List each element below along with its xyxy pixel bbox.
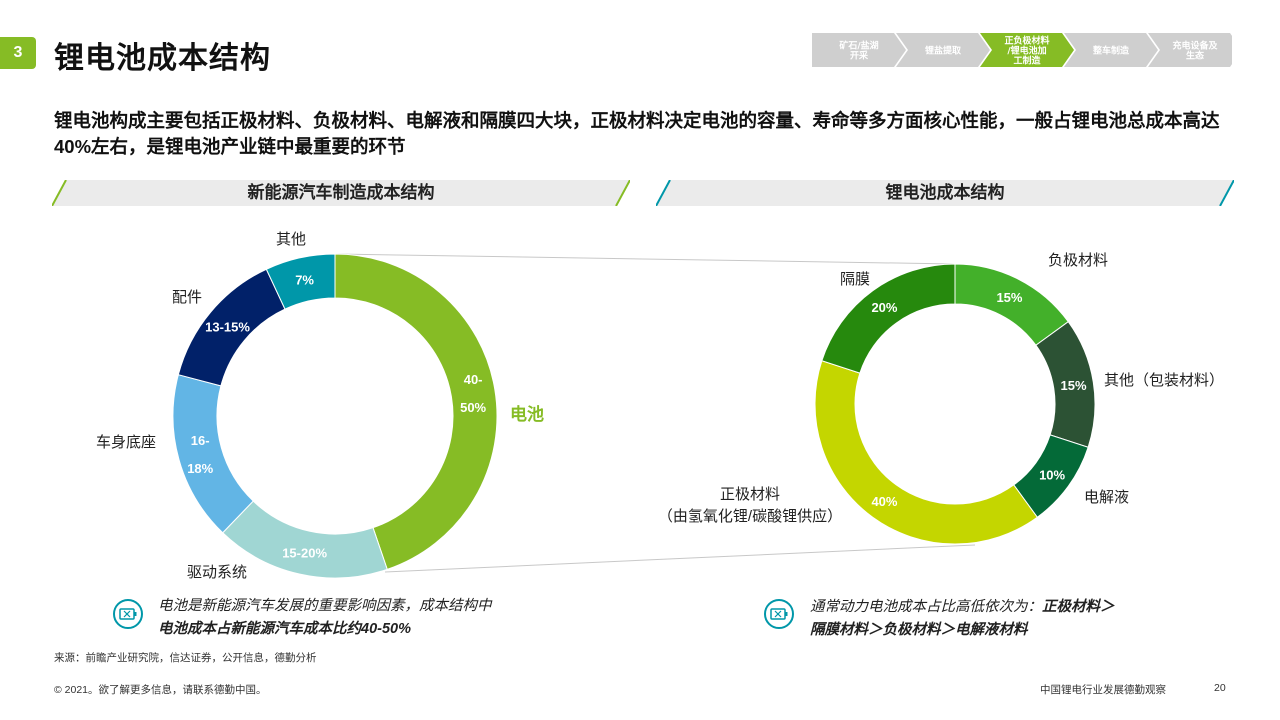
left-note-line1: 电池是新能源汽车发展的重要影响因素，成本结构中 — [158, 598, 492, 614]
slice-value-label: 16- — [191, 433, 210, 448]
step-label: /锂电池加 — [1007, 45, 1046, 57]
banner-shape — [52, 180, 630, 206]
step-label: 锂盐提取 — [925, 45, 962, 57]
battery-cost-donut: 15% 15% 10% 40% 20% — [814, 263, 1096, 545]
donut-slice — [222, 500, 388, 579]
source-note: 来源：前瞻产业研究院，信达证券，公开信息，德勤分析 — [54, 652, 317, 664]
slice-value-label: 50% — [460, 400, 486, 415]
right-note-prefix: 通常动力电池成本占比高低依次为： — [810, 599, 1042, 615]
label-electrolyte: 电解液 — [1084, 489, 1130, 506]
page-title: 锂电池成本结构 — [54, 42, 271, 75]
banner-shape — [656, 180, 1234, 206]
donut-slice — [334, 253, 498, 570]
slice-value-label: 20% — [871, 300, 897, 315]
step-label: 正负极材料 — [1004, 35, 1049, 47]
connector-line-top — [334, 253, 956, 265]
label-other: 其他 — [276, 231, 307, 248]
label-separator: 隔膜 — [840, 271, 871, 288]
left-note-line2: 电池成本占新能源汽车成本比约40-50% — [158, 621, 411, 637]
donut-slice — [821, 263, 956, 374]
slice-value-label: 40- — [464, 372, 483, 387]
right-note: 通常动力电池成本占比高低依次为：正极材料＞ 隔膜材料＞负极材料＞电解液材料 — [810, 596, 1115, 642]
right-chart-banner: 锂电池成本结构 — [656, 180, 1234, 206]
step-label: 生态 — [1186, 50, 1204, 62]
copyright: © 2021。欲了解更多信息，请联系德勤中国。 — [54, 684, 267, 696]
donut-slice — [814, 360, 1038, 545]
slice-value-label: 10% — [1039, 468, 1065, 483]
step-label: 矿石/盐湖 — [839, 40, 878, 52]
left-note: 电池是新能源汽车发展的重要影响因素，成本结构中 电池成本占新能源汽车成本比约40… — [158, 595, 492, 641]
label-anode: 负极材料 — [1048, 252, 1109, 269]
vehicle-cost-donut: 40- 50% 15-20% 16- 18% 13-15% 7% — [172, 253, 498, 579]
step-chevron — [1148, 33, 1242, 67]
left-chart-banner: 新能源汽车制造成本结构 — [52, 180, 630, 206]
footer-report-title: 中国锂电行业发展德勤观察 — [1040, 684, 1166, 696]
page-number: 20 — [1214, 682, 1226, 694]
battery-note-icon — [764, 599, 794, 629]
subtitle: 锂电池构成主要包括正极材料、负极材料、电解液和隔膜四大块，正极材料决定电池的容量… — [54, 110, 1220, 157]
slice-value-label: 13-15% — [205, 319, 250, 334]
right-chart-title: 锂电池成本结构 — [885, 183, 1005, 202]
value-chain-steps: 矿石/盐湖 开采 锂盐提取 正负极材料/锂电池加 工制造 整车制造 充电设备及 生态 — [812, 33, 1242, 67]
label-battery: 电池 — [510, 405, 544, 424]
slice-value-label: 7% — [295, 272, 314, 287]
step-chevron — [896, 33, 990, 67]
step-label: 充电设备及 — [1172, 40, 1218, 52]
step-label: 开采 — [850, 50, 868, 62]
label-body-chassis: 车身底座 — [96, 434, 157, 451]
step-label: 工制造 — [1013, 55, 1041, 67]
label-parts: 配件 — [172, 289, 203, 306]
label-cathode: 正极材料 （由氢氧化锂/碳酸锂供应） — [657, 486, 843, 525]
right-note-line2: 隔膜材料＞负极材料＞电解液材料 — [810, 622, 1028, 638]
label-other-packaging: 其他（包装材料） — [1104, 372, 1225, 389]
donut-slice — [172, 374, 254, 534]
slice-value-label: 15-20% — [282, 546, 327, 561]
slice-value-label: 15% — [1061, 378, 1087, 393]
slice-value-label: 40% — [871, 494, 897, 509]
slice-value-label: 15% — [996, 290, 1022, 305]
right-note-bold: 正极材料＞ — [1042, 599, 1115, 615]
step-chevron — [980, 33, 1074, 67]
slice-value-label: 18% — [187, 461, 213, 476]
step-label: 整车制造 — [1092, 45, 1130, 57]
step-chevron — [1064, 33, 1158, 67]
step-chevron — [812, 33, 906, 67]
section-number-badge: 3 — [0, 37, 36, 69]
battery-note-icon — [113, 599, 143, 629]
left-chart-title: 新能源汽车制造成本结构 — [247, 183, 435, 202]
label-drive-system: 驱动系统 — [187, 564, 248, 581]
donut-slice — [265, 253, 336, 310]
connector-line-bottom — [384, 544, 976, 573]
